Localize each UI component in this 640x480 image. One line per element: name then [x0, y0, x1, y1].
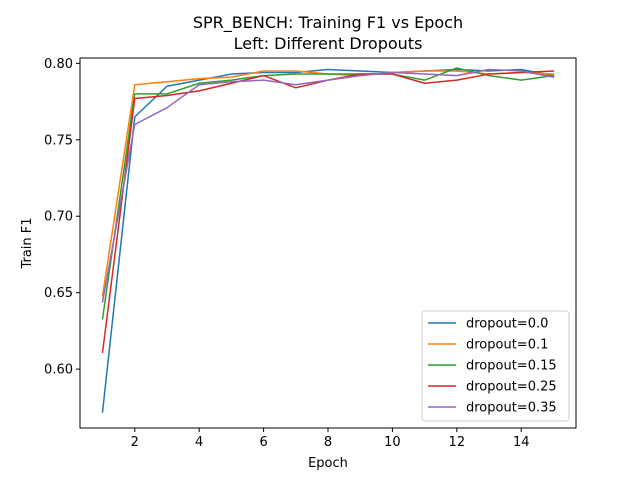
x-tick-label: 8 [324, 435, 332, 450]
legend-label: dropout=0.25 [466, 380, 557, 395]
legend-label: dropout=0.35 [466, 401, 557, 416]
y-tick-label: 0.65 [44, 286, 73, 301]
y-tick-label: 0.60 [44, 363, 73, 378]
legend: dropout=0.0 dropout=0.1 dropout=0.15 dropou… [422, 311, 569, 421]
x-tick-label: 6 [259, 435, 267, 450]
chart-subtitle: Left: Different Dropouts [234, 34, 423, 53]
chart-title: SPR_BENCH: Training F1 vs Epoch [193, 13, 463, 33]
x-tick-label: 4 [195, 435, 203, 450]
y-axis-label: Train F1 [20, 217, 35, 269]
x-tick-label: 14 [513, 435, 530, 450]
x-tick-label: 12 [449, 435, 466, 450]
y-tick-label: 0.70 [44, 210, 73, 225]
x-tick-label: 2 [131, 435, 139, 450]
legend-label: dropout=0.15 [466, 359, 557, 374]
x-axis-label: Epoch [308, 456, 348, 471]
y-tick-label: 0.75 [44, 133, 73, 148]
legend-label: dropout=0.0 [466, 317, 548, 332]
x-tick-label: 10 [384, 435, 401, 450]
y-tick-label: 0.80 [44, 57, 73, 72]
legend-label: dropout=0.1 [466, 338, 548, 353]
